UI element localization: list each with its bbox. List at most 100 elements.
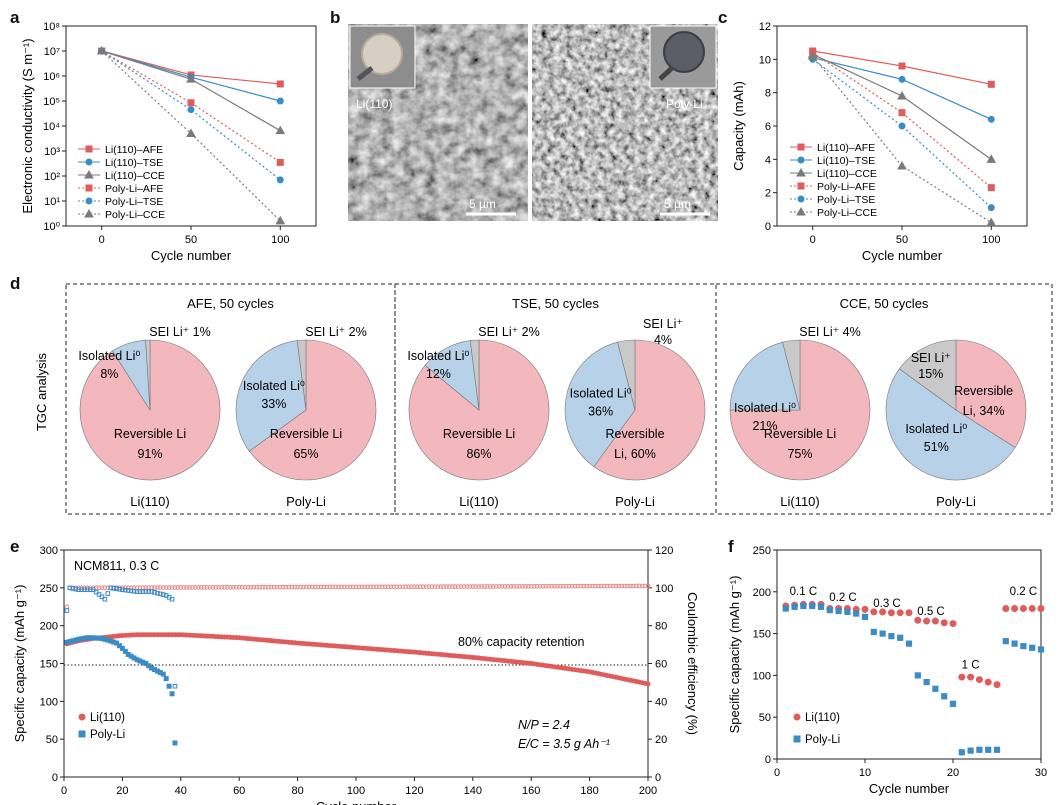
rate-point-li110	[923, 617, 931, 625]
legend-label: Li(110)–AFE	[105, 144, 163, 156]
ce-point-li110	[604, 583, 610, 589]
legend-marker	[797, 182, 805, 190]
cap-point-poly-li	[172, 740, 178, 746]
rate-point-poly-li	[888, 633, 895, 640]
y-tick-label: 10⁵	[43, 96, 60, 108]
ce-point-li110	[555, 583, 560, 589]
ce-point-li110	[286, 584, 292, 590]
ce-point-li110	[105, 585, 111, 591]
ce-point-li110	[520, 584, 525, 589]
rate-point-li110	[1028, 605, 1036, 613]
ce-point-poly-li	[87, 587, 93, 593]
ce-point-li110	[634, 583, 639, 589]
ce-point-poly-li	[160, 592, 166, 597]
slice-label: 12%	[426, 367, 451, 381]
ce-point-li110	[219, 585, 224, 590]
slice-label: SEI Li⁺ 4%	[799, 325, 861, 339]
ce-point-poly-li	[96, 592, 102, 597]
ec-annotation: E/C = 3.5 g Ah⁻¹	[518, 737, 610, 751]
rate-point-li110	[896, 609, 904, 617]
ce-point-li110	[596, 583, 601, 589]
data-point	[187, 99, 195, 107]
data-point	[275, 215, 286, 225]
ce-point-li110	[198, 585, 204, 590]
y-tick-label: 200	[753, 587, 771, 599]
ce-point-li110	[213, 585, 219, 590]
ce-point-li110	[271, 584, 277, 590]
legend-label: Poly-Li–CCE	[105, 209, 165, 221]
ce-point-poly-li	[120, 587, 125, 593]
slice-label: Reversible Li	[764, 427, 836, 441]
data-point	[275, 125, 286, 135]
rate-point-poly-li	[932, 685, 939, 692]
y-tick-label: 50	[759, 712, 771, 724]
scale-label-left: 5 µm	[469, 197, 496, 211]
ce-point-li110	[210, 585, 216, 590]
slice-label: SEI Li⁺ 2%	[305, 325, 367, 339]
ce-point-li110	[204, 585, 210, 590]
x-tick-label: 50	[185, 234, 197, 246]
slice-label: 36%	[588, 404, 613, 418]
ce-point-poly-li	[146, 589, 151, 594]
sem-right-label: Poly-Li	[666, 97, 703, 111]
x-tick-label: 100	[347, 785, 365, 797]
ce-point-li110	[222, 585, 227, 590]
cap-point-poly-li	[163, 676, 169, 682]
rate-point-poly-li	[844, 608, 851, 615]
ce-point-li110	[298, 584, 303, 590]
slice-label: 65%	[293, 447, 318, 461]
ce-point-li110	[409, 584, 414, 590]
pie-slice	[898, 339, 957, 411]
ce-point-li110	[309, 584, 315, 590]
x-tick-label: 100	[982, 234, 1000, 246]
group-box	[715, 283, 1053, 515]
pie-sample-label: Poly-Li	[936, 494, 976, 509]
rate-point-li110	[958, 673, 966, 681]
y-tick-label: 6	[765, 121, 771, 133]
x-tick-label: 60	[233, 785, 245, 797]
ce-point-li110	[242, 584, 248, 590]
ce-point-li110	[534, 584, 540, 589]
ce-point-li110	[552, 583, 557, 589]
slice-label: Li, 60%	[614, 447, 656, 461]
slice-label: SEI Li⁺ 2%	[478, 325, 540, 339]
rate-point-li110	[967, 673, 975, 681]
ce-point-li110	[488, 584, 493, 589]
y-axis-label: Specific capacity (mAh g⁻¹)	[12, 585, 27, 743]
y2-tick-label: 40	[655, 696, 667, 708]
y2-tick-label: 120	[655, 545, 673, 557]
ce-point-li110	[374, 584, 379, 590]
slice-label: 51%	[924, 440, 949, 454]
ce-point-li110	[455, 584, 461, 589]
legend-label: Li(110)–CCE	[105, 170, 165, 182]
slice-label: SEI Li⁺	[911, 351, 951, 365]
plot-frame	[776, 549, 1042, 760]
x-tick-label: 140	[464, 785, 482, 797]
ce-point-li110	[269, 584, 274, 590]
ce-point-li110	[365, 584, 370, 590]
legend-marker	[796, 167, 806, 177]
data-point	[987, 184, 995, 192]
ce-point-li110	[514, 584, 519, 589]
ce-point-li110	[485, 584, 490, 589]
data-point	[186, 74, 196, 83]
ce-point-li110	[432, 584, 438, 589]
ce-point-li110	[412, 584, 417, 590]
ce-point-li110	[292, 584, 297, 590]
pie-slice	[564, 341, 636, 468]
rate-point-poly-li	[949, 700, 957, 707]
y-tick-label: 200	[40, 621, 58, 633]
ce-point-li110	[452, 584, 458, 589]
ce-point-li110	[172, 585, 178, 590]
ce-point-li110	[467, 584, 473, 589]
ce-point-li110	[152, 585, 157, 590]
ce-point-li110	[342, 584, 347, 590]
li110-disc-icon	[361, 33, 403, 75]
ce-point-li110	[96, 585, 102, 591]
ce-point-poly-li	[90, 587, 96, 593]
ce-point-poly-li	[79, 587, 84, 593]
ce-point-li110	[528, 584, 534, 589]
condition-annotation: NCM811, 0.3 C	[74, 559, 159, 573]
chart-e-cycling: 0 50 100 150 200 250 300 0 20 40 60 80 100 120 0 20 40 60…	[12, 545, 700, 805]
ce-point-poly-li	[137, 589, 143, 594]
